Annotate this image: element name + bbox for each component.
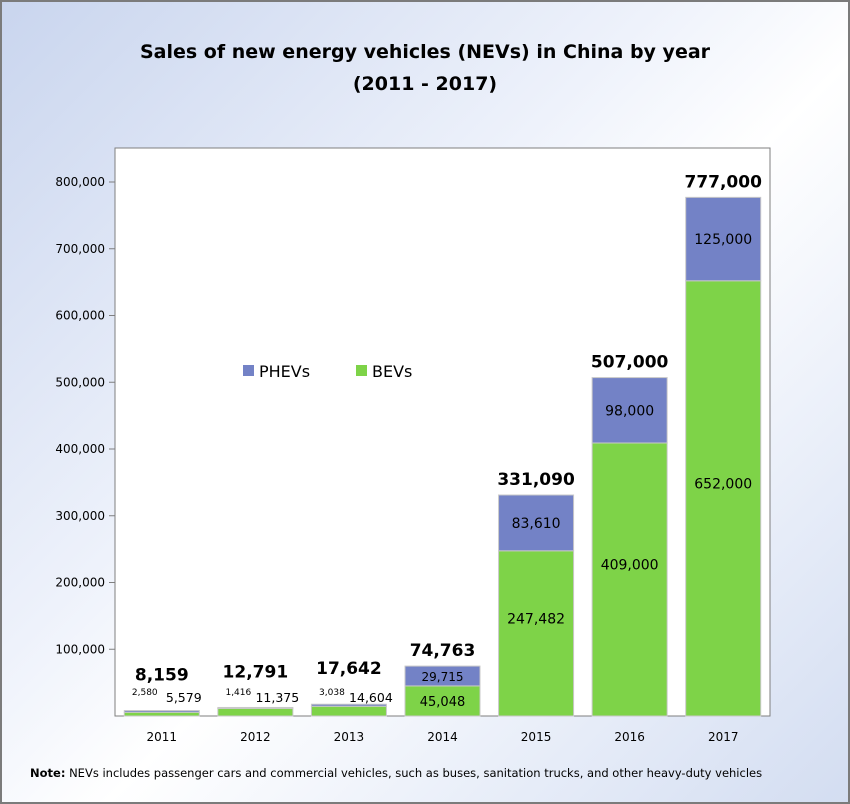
x-tick-label: 2013 [334,730,365,744]
total-label: 8,159 [135,666,189,686]
bar-bevs [404,685,481,717]
phev-value-label: 125,000 [694,232,752,248]
x-tick-label: 2014 [427,730,458,744]
bar-phevs [310,703,387,707]
bar-phevs [685,196,762,282]
chart-title: Sales of new energy vehicles (NEVs) in C… [139,41,711,63]
bar-bevs [498,550,575,717]
bev-value-label: 409,000 [601,557,659,573]
bar-bevs [310,705,387,717]
note-label: Note: [30,766,66,780]
phev-value-label: 2,580 [132,688,158,698]
bar-chart: 100,000 200,000 300,000 400,000 500,000 600,0… [55,147,771,744]
x-tick-label: 2015 [521,730,552,744]
x-tick-label: 2011 [147,730,178,744]
y-tick-label: 100,000 [55,642,105,656]
total-label: 331,090 [497,470,575,490]
y-tick-label: 500,000 [55,375,105,389]
bar-phevs [498,494,575,552]
legend-swatch [243,365,254,376]
bev-value-label: 45,048 [420,695,466,710]
phev-value-label: 29,715 [422,670,464,684]
bev-value-label: 11,375 [255,690,299,705]
phev-value-label: 1,416 [225,688,251,698]
bar-phevs [123,710,200,713]
x-tick-label: 2016 [614,730,645,744]
plot-area [114,147,771,717]
bev-value-label: 652,000 [694,476,752,492]
legend-label: BEVs [372,362,412,381]
bar-phevs [404,665,481,687]
bev-value-label: 247,482 [507,611,565,627]
bev-value-label: 14,604 [349,690,393,705]
total-label: 17,642 [316,659,382,679]
phev-value-label: 3,038 [319,688,345,698]
bar-phevs [591,377,668,444]
note-text: NEVs includes passenger cars and commerc… [65,766,763,780]
chart-subtitle: (2011 - 2017) [352,73,498,95]
phev-value-label: 83,610 [512,516,561,532]
y-tick-label: 800,000 [55,175,105,189]
bar-bevs [123,711,200,717]
bar-bevs [685,280,762,717]
phev-value-label: 98,000 [605,403,654,419]
total-label: 74,763 [410,641,476,661]
bar-bevs [591,442,668,717]
bev-value-label: 5,579 [166,690,202,705]
legend-label: PHEVs [259,362,310,381]
total-label: 507,000 [591,353,669,373]
chart-note: Note: NEVs includes passenger cars and c… [30,766,830,780]
bar-phevs [217,706,294,709]
y-tick-label: 400,000 [55,442,105,456]
legend-swatch [356,365,367,376]
y-tick-label: 300,000 [55,509,105,523]
x-tick-label: 2017 [708,730,739,744]
x-tick-label: 2012 [240,730,271,744]
y-tick-label: 600,000 [55,309,105,323]
y-tick-label: 200,000 [55,576,105,590]
total-label: 777,000 [684,172,762,192]
y-tick-label: 700,000 [55,242,105,256]
bar-bevs [217,707,294,717]
total-label: 12,791 [223,662,289,682]
